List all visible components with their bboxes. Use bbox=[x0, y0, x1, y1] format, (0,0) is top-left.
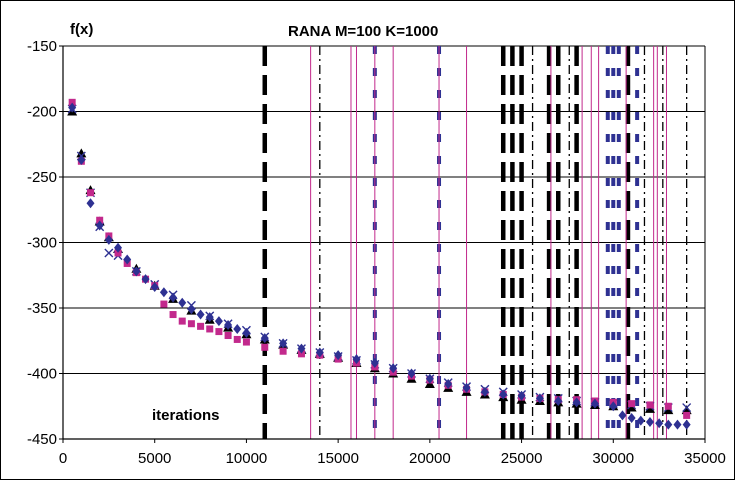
y-tick-label: -150 bbox=[27, 38, 57, 55]
data-point-square bbox=[178, 317, 186, 325]
data-point-square bbox=[233, 335, 241, 343]
data-point-square bbox=[646, 401, 654, 409]
data-point-square bbox=[242, 338, 250, 346]
x-tick-label: 25000 bbox=[501, 450, 543, 467]
data-point-square bbox=[628, 400, 636, 408]
data-point-diamond bbox=[655, 418, 664, 429]
data-point-diamond bbox=[141, 274, 150, 285]
data-point-diamond bbox=[86, 198, 95, 209]
data-point-diamond bbox=[169, 292, 178, 303]
data-point-diamond bbox=[334, 350, 343, 361]
data-point-diamond bbox=[297, 343, 306, 354]
data-point-diamond bbox=[123, 254, 132, 265]
data-point-diamond bbox=[214, 316, 223, 327]
x-tick-label: 20000 bbox=[409, 450, 451, 467]
data-point-square bbox=[96, 216, 104, 224]
data-point-diamond bbox=[187, 304, 196, 315]
data-point-square bbox=[114, 249, 122, 257]
data-point-square bbox=[169, 311, 177, 319]
data-point-diamond bbox=[425, 373, 434, 384]
x-tick-label: 35000 bbox=[684, 450, 726, 467]
data-point-diamond bbox=[636, 415, 645, 426]
chart-title: RANA M=100 K=1000 bbox=[288, 23, 438, 40]
x-tick-label: 5000 bbox=[138, 450, 171, 467]
data-point-diamond bbox=[535, 393, 544, 404]
data-point-x bbox=[104, 248, 114, 258]
data-point-diamond bbox=[664, 419, 673, 430]
data-point-diamond bbox=[196, 309, 205, 320]
y-tick-label: -400 bbox=[27, 366, 57, 383]
data-point-diamond bbox=[114, 242, 123, 253]
data-point-square bbox=[197, 322, 205, 330]
data-point-square bbox=[206, 325, 214, 333]
data-point-square bbox=[160, 300, 168, 308]
data-point-diamond bbox=[352, 354, 361, 365]
y-axis-label: f(x) bbox=[70, 21, 93, 38]
data-point-diamond bbox=[77, 154, 86, 165]
data-point-diamond bbox=[279, 338, 288, 349]
data-point-diamond bbox=[233, 323, 242, 334]
data-point-square bbox=[683, 411, 691, 419]
data-point-square bbox=[279, 347, 287, 355]
data-point-diamond bbox=[554, 396, 563, 407]
data-point-x bbox=[682, 403, 692, 413]
data-point-diamond bbox=[178, 297, 187, 308]
data-point-diamond bbox=[444, 378, 453, 389]
data-point-square bbox=[87, 189, 95, 197]
y-tick-label: -450 bbox=[27, 431, 57, 448]
data-point-diamond bbox=[609, 401, 618, 412]
data-point-square bbox=[261, 343, 269, 351]
data-point-diamond bbox=[645, 416, 654, 427]
data-point-diamond bbox=[68, 102, 77, 113]
data-point-square bbox=[187, 320, 195, 328]
data-point-diamond bbox=[682, 419, 691, 430]
data-point-diamond bbox=[315, 347, 324, 358]
data-point-diamond bbox=[159, 287, 168, 298]
data-point-diamond bbox=[132, 266, 141, 277]
x-tick-label: 0 bbox=[59, 450, 67, 467]
data-point-diamond bbox=[590, 398, 599, 409]
data-point-diamond bbox=[407, 368, 416, 379]
data-point-diamond bbox=[205, 312, 214, 323]
data-point-diamond bbox=[389, 363, 398, 374]
data-point-diamond bbox=[370, 358, 379, 369]
data-point-diamond bbox=[242, 327, 251, 338]
data-point-diamond bbox=[499, 389, 508, 400]
data-point-square bbox=[297, 350, 305, 358]
data-point-diamond bbox=[104, 234, 113, 245]
data-point-diamond bbox=[480, 386, 489, 397]
x-tick-label: 15000 bbox=[317, 450, 359, 467]
data-point-diamond bbox=[618, 410, 627, 421]
data-point-square bbox=[224, 332, 232, 340]
data-point-square bbox=[215, 328, 223, 336]
data-point-square bbox=[68, 98, 76, 106]
data-point-diamond bbox=[224, 320, 233, 331]
data-point-diamond bbox=[517, 390, 526, 401]
data-point-triangle bbox=[76, 148, 87, 158]
y-tick-label: -350 bbox=[27, 300, 57, 317]
y-tick-label: -300 bbox=[27, 235, 57, 252]
data-point-diamond bbox=[627, 413, 636, 424]
y-tick-label: -200 bbox=[27, 104, 57, 121]
x-tick-label: 10000 bbox=[226, 450, 268, 467]
data-marks bbox=[67, 98, 692, 430]
vertical-marker-lines bbox=[262, 46, 688, 439]
data-point-square bbox=[664, 402, 672, 410]
x-axis-label: iterations bbox=[152, 407, 220, 424]
x-tick-label: 30000 bbox=[592, 450, 634, 467]
data-point-diamond bbox=[95, 220, 104, 231]
y-tick-label: -250 bbox=[27, 169, 57, 186]
data-point-diamond bbox=[572, 397, 581, 408]
data-point-diamond bbox=[462, 382, 471, 393]
data-point-diamond bbox=[260, 333, 269, 344]
data-point-diamond bbox=[150, 282, 159, 293]
data-point-diamond bbox=[673, 419, 682, 430]
